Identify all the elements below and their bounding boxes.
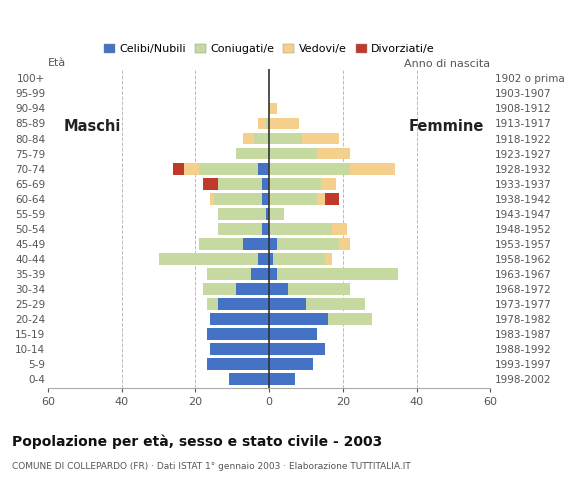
Bar [317,193,324,204]
Bar [266,118,269,129]
Bar [214,193,262,204]
Bar [321,178,336,190]
Bar [269,223,332,235]
Bar [255,132,269,144]
Bar [203,178,218,190]
Bar [306,298,365,310]
Bar [288,283,350,295]
Bar [184,163,199,175]
Bar [269,313,328,325]
Bar [269,359,313,370]
Bar [269,298,306,310]
Bar [269,163,350,175]
Bar [269,208,284,220]
Bar [158,253,258,265]
Bar [229,373,269,385]
Bar [332,223,347,235]
Bar [258,163,269,175]
Bar [218,298,269,310]
Bar [236,148,269,159]
Bar [269,343,324,355]
Bar [199,238,244,250]
Bar [218,178,262,190]
Bar [244,132,255,144]
Bar [258,118,266,129]
Bar [269,253,273,265]
Bar [269,178,321,190]
Bar [236,283,269,295]
Bar [210,193,214,204]
Bar [328,313,372,325]
Bar [206,359,269,370]
Bar [206,298,218,310]
Bar [269,268,277,280]
Bar [262,223,269,235]
Bar [269,373,295,385]
Bar [324,253,332,265]
Legend: Celibi/Nubili, Coniugati/e, Vedovi/e, Divorziati/e: Celibi/Nubili, Coniugati/e, Vedovi/e, Di… [99,40,439,59]
Bar [173,163,184,175]
Bar [210,343,269,355]
Bar [269,118,299,129]
Bar [269,103,277,114]
Bar [269,283,288,295]
Bar [266,208,269,220]
Text: Popolazione per età, sesso e stato civile - 2003: Popolazione per età, sesso e stato civil… [12,434,382,449]
Bar [339,238,350,250]
Bar [277,268,398,280]
Bar [218,223,262,235]
Bar [277,238,339,250]
Bar [269,238,277,250]
Bar [218,208,266,220]
Bar [269,193,317,204]
Bar [269,148,317,159]
Bar [258,253,269,265]
Bar [317,148,350,159]
Bar [206,268,251,280]
Text: COMUNE DI COLLEPARDO (FR) · Dati ISTAT 1° gennaio 2003 · Elaborazione TUTTITALIA: COMUNE DI COLLEPARDO (FR) · Dati ISTAT 1… [12,462,411,471]
Bar [262,178,269,190]
Bar [203,283,236,295]
Bar [262,193,269,204]
Bar [199,163,258,175]
Text: Anno di nascita: Anno di nascita [404,60,490,69]
Text: Età: Età [48,58,66,68]
Bar [206,328,269,340]
Bar [244,238,269,250]
Bar [269,132,302,144]
Text: Maschi: Maschi [64,119,121,134]
Bar [273,253,324,265]
Bar [269,328,317,340]
Bar [350,163,394,175]
Bar [324,193,339,204]
Bar [302,132,339,144]
Bar [251,268,269,280]
Text: Femmine: Femmine [408,119,484,134]
Bar [210,313,269,325]
